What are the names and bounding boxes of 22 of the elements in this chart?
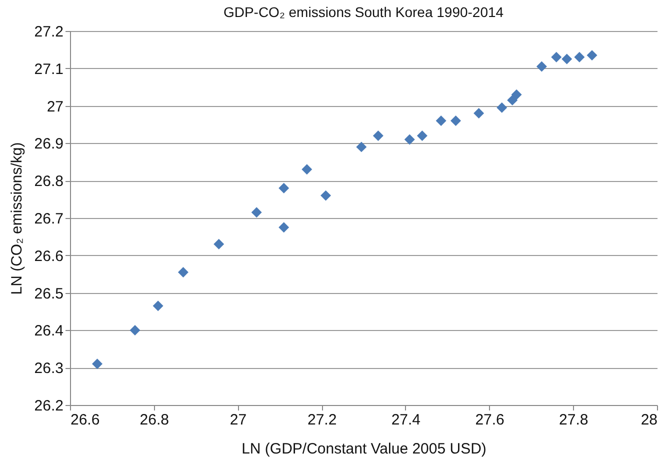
y-tick-label: 26.4 bbox=[34, 322, 64, 340]
x-tick-label: 26.8 bbox=[140, 412, 169, 428]
y-tick-label: 26.9 bbox=[34, 136, 64, 153]
y-tick-label: 27.1 bbox=[34, 60, 64, 78]
y-tick-label: 26.7 bbox=[34, 210, 64, 228]
y-tick-label: 27.2 bbox=[34, 24, 64, 40]
y-tick-label: 26.2 bbox=[34, 398, 64, 414]
x-tick-label: 26.6 bbox=[70, 412, 100, 428]
x-tick-label: 28 bbox=[640, 412, 658, 428]
x-tick-label: 27.6 bbox=[475, 412, 504, 428]
chart-title: GDP-CO₂ emissions South Korea 1990-2014 bbox=[223, 4, 504, 20]
y-axis-title: LN (CO₂ emissions/kg) bbox=[8, 142, 26, 295]
y-tick-label: 27 bbox=[46, 98, 64, 116]
x-tick-label: 27 bbox=[230, 412, 247, 428]
y-tick-label: 26.8 bbox=[34, 173, 64, 190]
x-tick-label: 27.4 bbox=[391, 412, 421, 428]
x-tick-label: 27.8 bbox=[559, 412, 588, 428]
x-tick-label: 27.2 bbox=[307, 412, 337, 428]
y-tick-label: 26.3 bbox=[34, 360, 64, 378]
y-tick-label: 26.5 bbox=[34, 285, 64, 302]
y-tick-label: 26.6 bbox=[34, 248, 64, 265]
x-axis-title: LN (GDP/Constant Value 2005 USD) bbox=[242, 440, 486, 458]
